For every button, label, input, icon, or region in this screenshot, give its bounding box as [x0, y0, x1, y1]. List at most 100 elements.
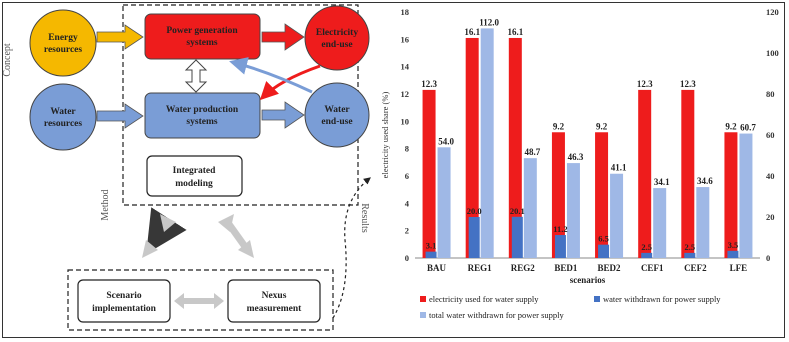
- bar-water-withdrawn: [641, 252, 653, 258]
- arrow-nexus-to-results: [332, 177, 371, 319]
- x-tick-label: CEF1: [641, 263, 664, 273]
- x-tick-label: BAU: [427, 263, 447, 273]
- arrow-power-to-electricity: [261, 23, 305, 51]
- nexus-measurement-label-2: measurement: [247, 304, 303, 314]
- bar-electricity-used: [681, 89, 695, 259]
- bar-electricity-used: [638, 89, 652, 259]
- arrowhead-grey-4: [218, 214, 234, 232]
- bar-electricity-used: [551, 132, 565, 258]
- nexus-measurement-label: Nexus: [262, 291, 287, 301]
- bar-label-electricity: 9.2: [725, 121, 737, 131]
- scenario-implementation-node: [77, 279, 171, 323]
- bar-label-electricity: 12.3: [421, 79, 437, 89]
- water-production-label: Water production: [166, 105, 239, 115]
- y-tick-label: 0: [405, 253, 409, 263]
- legend-label: total water withdrawn for power supply: [429, 310, 565, 320]
- integrated-modeling-label-2: modeling: [175, 179, 213, 189]
- bar-total-water: [696, 187, 710, 258]
- y-tick-label: 4: [405, 198, 410, 208]
- y2-tick-label: 0: [766, 253, 770, 263]
- arrow-production-to-water-end: [261, 101, 305, 129]
- method-dashed-box: [67, 269, 334, 331]
- bar-total-water: [566, 163, 580, 258]
- water-production-label-2: systems: [186, 117, 217, 127]
- nexus-measurement-node: [227, 279, 321, 323]
- y-tick-label: 14: [401, 62, 410, 72]
- bar-label-electricity: 12.3: [637, 79, 653, 89]
- y2-tick-label: 60: [766, 130, 775, 140]
- bar-total-water: [653, 188, 667, 258]
- bar-water-withdrawn: [554, 235, 566, 258]
- legend-swatch: [420, 296, 426, 302]
- bar-label-total-water: 41.1: [611, 163, 627, 173]
- x-tick-label: CEF2: [684, 263, 707, 273]
- x-tick-label: LFE: [730, 263, 748, 273]
- bar-total-water: [739, 133, 753, 258]
- bar-label-water-withdrawn: 3.5: [728, 240, 739, 250]
- bar-label-total-water: 112.0: [479, 17, 499, 27]
- legend-swatch: [420, 312, 426, 318]
- y-tick-label: 6: [405, 171, 409, 181]
- bar-water-withdrawn: [598, 244, 610, 258]
- water-end-use-node: [304, 82, 370, 148]
- y-tick-label: 10: [401, 116, 410, 126]
- bar-electricity-used: [422, 89, 436, 259]
- bar-water-withdrawn: [727, 250, 739, 258]
- bar-total-water: [437, 147, 451, 258]
- concept-diagram: Concept Method Results Energy resources …: [2, 4, 371, 331]
- bar-label-electricity: 9.2: [553, 121, 565, 131]
- legend-label: water withdrawn for power supply: [603, 294, 721, 304]
- bar-water-withdrawn: [511, 216, 523, 258]
- energy-resources-node: [29, 9, 97, 77]
- bar-label-electricity: 12.3: [680, 79, 696, 89]
- arrow-scenario-nexus-bidirectional: [174, 293, 224, 309]
- bar-label-total-water: 60.7: [740, 123, 756, 133]
- y2-tick-label: 100: [766, 48, 779, 58]
- bar-label-water-withdrawn: 11.2: [553, 224, 567, 234]
- y-tick-label: 8: [405, 144, 409, 154]
- energy-resources-label-2: resources: [44, 45, 82, 55]
- bar-label-total-water: 34.6: [697, 176, 713, 186]
- bar-total-water: [480, 28, 494, 259]
- bar-label-water-withdrawn: 2.5: [641, 242, 652, 252]
- bar-label-water-withdrawn: 20.1: [510, 206, 525, 216]
- water-resources-label: Water: [50, 107, 76, 117]
- bar-label-electricity: 9.2: [596, 121, 608, 131]
- concept-dashed-box: [122, 4, 359, 206]
- bar-label-water-withdrawn: 20.0: [467, 206, 482, 216]
- electricity-end-use-label: Electricity: [316, 28, 358, 38]
- water-resources-label-2: resources: [44, 119, 82, 129]
- bar-total-water: [523, 158, 537, 258]
- x-tick-label: BED2: [598, 263, 622, 273]
- bar-label-water-withdrawn: 2.5: [685, 242, 696, 252]
- legend-swatch: [594, 296, 600, 302]
- water-production-node: [144, 92, 261, 139]
- bar-water-withdrawn: [684, 252, 696, 258]
- electricity-end-use-node: [304, 5, 370, 71]
- bar-total-water: [610, 173, 624, 258]
- bar-label-water-withdrawn: 6.5: [598, 234, 609, 244]
- y2-tick-label: 80: [766, 89, 775, 99]
- bar-electricity-used: [508, 37, 522, 258]
- y-tick-label: 16: [401, 34, 410, 44]
- power-generation-label-2: systems: [186, 38, 217, 48]
- y2-tick-label: 120: [766, 7, 779, 17]
- bar-electricity-used: [724, 132, 738, 258]
- y2-tick-label: 20: [766, 212, 775, 222]
- y-tick-label: 18: [401, 7, 410, 17]
- bar-electricity-used: [595, 132, 609, 258]
- power-generation-node: [144, 13, 261, 60]
- bar-label-total-water: 48.7: [524, 147, 540, 157]
- label-method: Method: [100, 189, 111, 220]
- y2-tick-label: 40: [766, 171, 775, 181]
- energy-resources-label: Energy: [48, 33, 78, 43]
- bar-label-electricity: 16.1: [464, 27, 480, 37]
- y-tick-label: 12: [401, 89, 410, 99]
- bar-chart: 0 2 4 6 8 10 12 14 16 18 0 20 40 60 80 100 120 electricit…: [380, 7, 779, 320]
- legend-label: electricity used for water supply: [429, 294, 539, 304]
- y-axis-title: electricity used share (%): [380, 92, 390, 179]
- y-tick-label: 2: [405, 226, 409, 236]
- x-tick-label: BED1: [554, 263, 578, 273]
- water-end-use-label-2: end-use: [321, 117, 352, 127]
